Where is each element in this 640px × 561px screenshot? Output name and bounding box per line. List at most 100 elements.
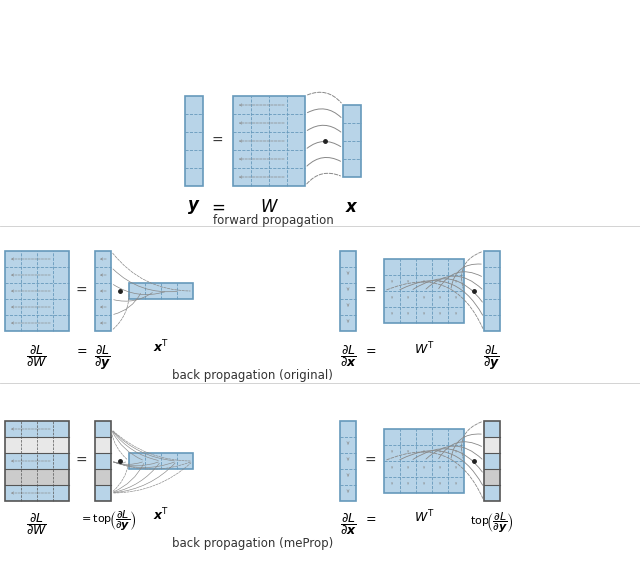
Bar — [269, 96, 287, 114]
Bar — [343, 105, 361, 177]
Bar — [5, 437, 69, 453]
Bar — [484, 453, 500, 469]
Bar — [185, 168, 203, 186]
Text: $\dfrac{\partial L}{\partial \boldsymbol{y}}$: $\dfrac{\partial L}{\partial \boldsymbol… — [483, 343, 500, 372]
Bar — [185, 150, 203, 168]
Bar — [287, 96, 305, 114]
Bar — [340, 421, 356, 501]
Bar — [484, 315, 500, 331]
Bar — [95, 453, 111, 469]
Bar — [484, 421, 500, 437]
Bar — [177, 453, 193, 469]
Bar — [484, 251, 500, 267]
Text: $\dfrac{\partial L}{\partial W}$: $\dfrac{\partial L}{\partial W}$ — [26, 511, 47, 537]
Bar — [432, 429, 448, 445]
Text: $\boldsymbol{y}$: $\boldsymbol{y}$ — [188, 198, 201, 216]
Bar — [53, 267, 69, 283]
Text: $=$: $=$ — [74, 343, 88, 356]
Bar — [384, 429, 464, 493]
Bar — [95, 299, 111, 315]
Bar — [484, 251, 500, 331]
Bar — [177, 283, 193, 299]
Bar — [340, 453, 356, 469]
Bar — [432, 461, 448, 477]
Bar — [185, 96, 203, 186]
Bar — [95, 315, 111, 331]
Bar — [233, 150, 251, 168]
Text: =: = — [211, 134, 223, 148]
Bar — [95, 421, 111, 437]
Bar — [287, 168, 305, 186]
Bar — [53, 283, 69, 299]
Bar — [340, 469, 356, 485]
Text: $= \mathrm{top}\!\left(\dfrac{\partial L}{\partial \boldsymbol{y}}\right)$: $= \mathrm{top}\!\left(\dfrac{\partial L… — [79, 509, 136, 534]
Bar — [416, 429, 432, 445]
Bar — [432, 477, 448, 493]
Bar — [340, 485, 356, 501]
Bar — [129, 453, 193, 469]
Bar — [343, 123, 361, 141]
Bar — [416, 445, 432, 461]
Bar — [340, 283, 356, 299]
Bar — [484, 283, 500, 299]
Bar — [484, 267, 500, 283]
Bar — [129, 453, 145, 469]
Text: $W^\mathsf{T}$: $W^\mathsf{T}$ — [413, 509, 435, 526]
Text: $\boldsymbol{x}^\mathsf{T}$: $\boldsymbol{x}^\mathsf{T}$ — [153, 507, 169, 523]
Bar — [340, 299, 356, 315]
Bar — [37, 299, 53, 315]
Text: =: = — [364, 284, 376, 298]
Bar — [484, 421, 500, 501]
Text: $=$: $=$ — [363, 511, 377, 524]
Bar — [287, 114, 305, 132]
Bar — [384, 259, 464, 323]
Bar — [340, 437, 356, 453]
Bar — [448, 477, 464, 493]
Bar — [400, 477, 416, 493]
Bar — [129, 283, 145, 299]
Bar — [343, 159, 361, 177]
Bar — [416, 477, 432, 493]
Bar — [21, 299, 37, 315]
Bar — [340, 251, 356, 331]
Text: =: = — [75, 284, 87, 298]
Bar — [37, 315, 53, 331]
Bar — [432, 307, 448, 323]
Bar — [185, 132, 203, 150]
Bar — [384, 477, 400, 493]
Bar — [340, 251, 356, 267]
Bar — [251, 150, 269, 168]
Text: $\boldsymbol{x}^\mathsf{T}$: $\boldsymbol{x}^\mathsf{T}$ — [153, 339, 169, 356]
Text: back propagation (original): back propagation (original) — [172, 369, 333, 382]
Bar — [95, 267, 111, 283]
Bar — [95, 485, 111, 501]
Bar — [448, 259, 464, 275]
Bar — [185, 96, 203, 114]
Bar — [448, 275, 464, 291]
Bar — [384, 275, 400, 291]
Bar — [448, 291, 464, 307]
Bar — [233, 96, 251, 114]
Bar — [400, 259, 416, 275]
Text: =: = — [364, 454, 376, 468]
Bar — [129, 283, 193, 299]
Bar — [95, 251, 111, 331]
Bar — [384, 461, 400, 477]
Bar — [21, 251, 37, 267]
Bar — [269, 114, 287, 132]
Bar — [95, 437, 111, 453]
Bar — [145, 283, 161, 299]
Bar — [432, 259, 448, 275]
Text: $\mathrm{top}\!\left(\dfrac{\partial L}{\partial \boldsymbol{y}}\right)$: $\mathrm{top}\!\left(\dfrac{\partial L}{… — [470, 511, 514, 535]
Bar — [233, 114, 251, 132]
Bar — [5, 283, 21, 299]
Text: $W^\mathsf{T}$: $W^\mathsf{T}$ — [413, 341, 435, 357]
Bar — [340, 267, 356, 283]
Bar — [432, 445, 448, 461]
Bar — [343, 105, 361, 123]
Bar — [251, 96, 269, 114]
Bar — [251, 168, 269, 186]
Bar — [384, 307, 400, 323]
Bar — [5, 251, 69, 331]
Bar — [161, 283, 177, 299]
